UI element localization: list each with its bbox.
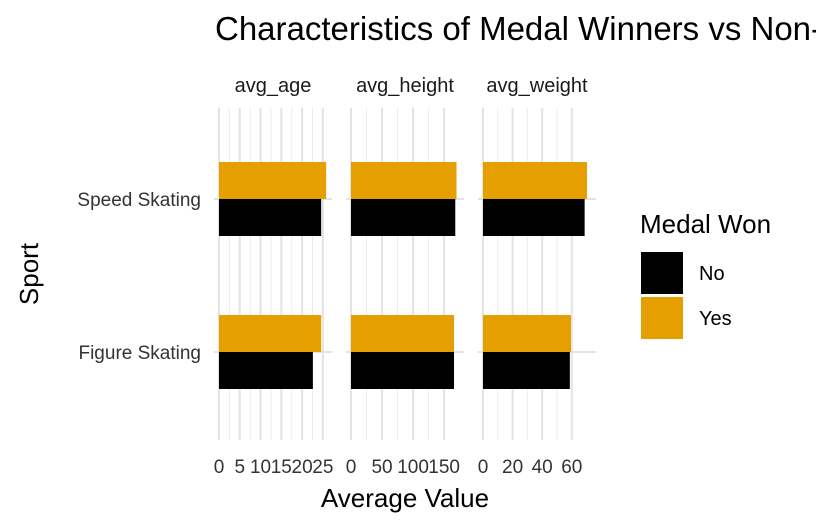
x-tick-label: 0: [214, 457, 225, 478]
x-axis-title: Average Value: [321, 483, 489, 513]
bar-avg-height-yes: [351, 315, 455, 352]
chart-title: Characteristics of Medal Winners vs Non-…: [215, 10, 816, 47]
facet-strip-avg-age: avg_age: [235, 75, 312, 97]
facet-strip-avg-weight: avg_weight: [486, 75, 588, 97]
x-tick-label: 25: [312, 457, 333, 478]
x-tick-label: 10: [250, 457, 271, 478]
legend-key-yes: [641, 297, 683, 339]
x-tick-label: 50: [371, 457, 392, 478]
x-tick-label: 100: [397, 457, 429, 478]
x-tick-label: 5: [234, 457, 245, 478]
bar-avg-age-yes: [219, 315, 322, 352]
x-tick-label: 60: [561, 457, 582, 478]
bar-avg-weight-no: [483, 352, 570, 389]
legend-key-no: [641, 252, 683, 294]
category-label: Figure Skating: [78, 343, 201, 364]
bar-avg-weight-yes: [483, 315, 572, 352]
x-tick-label: 20: [502, 457, 523, 478]
legend-title: Medal Won: [640, 209, 771, 239]
legend-label-no: No: [699, 263, 725, 285]
category-label: Speed Skating: [77, 190, 201, 211]
bar-avg-height-no: [351, 352, 455, 389]
legend-label-yes: Yes: [699, 308, 732, 330]
bar-avg-height-no: [351, 199, 456, 236]
y-axis-title: Sport: [14, 242, 44, 305]
x-tick-label: 15: [271, 457, 292, 478]
x-tick-label: 40: [532, 457, 553, 478]
bar-avg-weight-no: [483, 199, 585, 236]
x-tick-label: 0: [478, 457, 489, 478]
x-tick-label: 20: [292, 457, 313, 478]
bar-avg-age-no: [219, 352, 313, 389]
bar-avg-age-yes: [219, 162, 327, 199]
bar-avg-height-yes: [351, 162, 457, 199]
x-tick-label: 0: [346, 457, 357, 478]
bar-avg-age-no: [219, 199, 322, 236]
bar-avg-weight-yes: [483, 162, 588, 199]
x-tick-label: 150: [428, 457, 460, 478]
facet-strip-avg-height: avg_height: [356, 75, 454, 97]
